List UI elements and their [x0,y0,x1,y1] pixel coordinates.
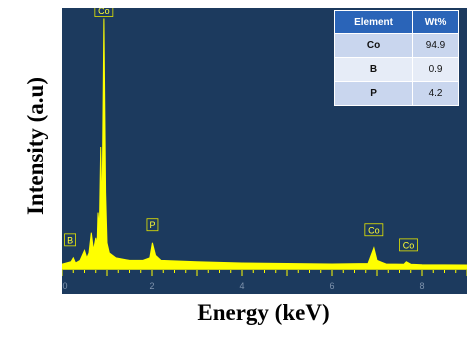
peak-annotation: P [146,218,159,232]
composition-table: Element Wt% Co 94.9 B 0.9 P 4.2 [333,10,459,106]
table-cell-wt: 0.9 [412,57,459,82]
table-cell-element: P [333,81,414,106]
y-axis-label: Intensity (a.u) [23,77,48,216]
peak-label: Co [403,240,415,250]
peak-label-box [146,218,159,232]
table-cell-wt: 4.2 [412,81,459,106]
peak-label: P [149,220,155,230]
peak-label: B [67,235,73,245]
table-header-wt: Wt% [412,10,459,34]
x-tick-label: 4 [239,281,244,291]
peak-label: Co [98,8,110,16]
table-row: B 0.9 [333,57,459,82]
x-tick-label: 6 [329,281,334,291]
table-cell-element: Co [333,33,414,58]
peak-label-box [399,238,418,252]
peak-annotation: Co [364,223,384,237]
peak-annotation: Co [399,238,418,252]
peak-annotation: Co [94,8,114,17]
peak-label: Co [368,225,380,235]
peak-label-box [94,8,114,17]
table-cell-wt: 94.9 [412,33,459,58]
table-cell-element: B [333,57,414,82]
x-tick-label: 2 [149,281,154,291]
table-row: Co 94.9 [333,33,459,58]
peak-label-box [364,223,384,237]
x-tick-label: 8 [419,281,424,291]
table-header-element: Element [333,10,414,34]
table-row: P 4.2 [333,81,459,106]
x-axis-label: Energy (keV) [197,300,330,325]
peak-label-box [64,233,76,247]
table-header-row: Element Wt% [333,10,459,34]
x-tick-label: 0 [62,281,67,291]
peak-annotation: B [64,233,76,247]
spectrum-trace [62,18,467,269]
